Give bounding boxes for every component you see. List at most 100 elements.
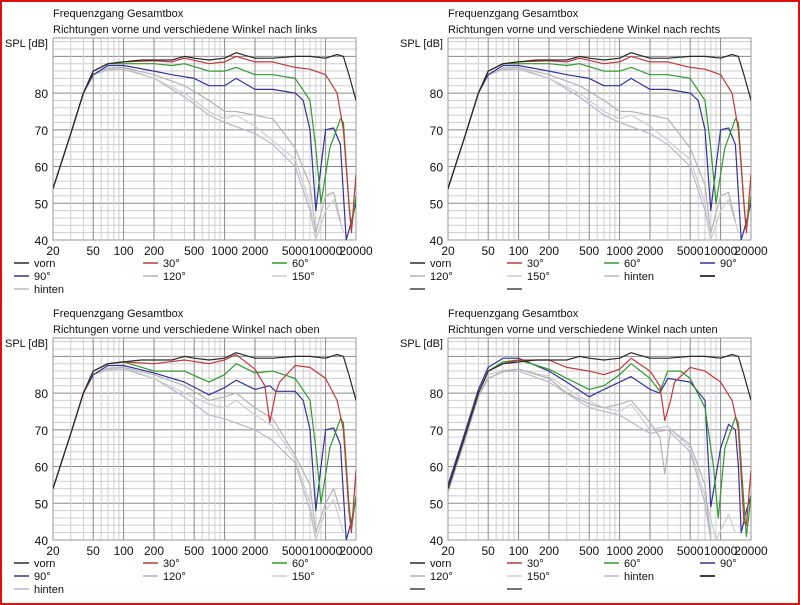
y-tick-label: 80 xyxy=(35,387,49,401)
x-tick-label: 500 xyxy=(579,244,599,258)
legend-label: 150° xyxy=(527,271,550,283)
series-line-60deg xyxy=(448,359,751,537)
x-tick-label: 500 xyxy=(579,544,599,558)
legend-item: 90° xyxy=(14,271,51,283)
y-tick-label: 40 xyxy=(35,234,49,248)
chart-subtitle: Richtungen vorne und verschiedene Winkel… xyxy=(448,324,718,336)
frequency-response-chart: Frequenzgang Gesamtbox Richtungen vorne u… xyxy=(400,0,800,302)
legend-item: 120° xyxy=(143,571,186,583)
chart-subtitle: Richtungen vorne und verschiedene Winkel… xyxy=(448,24,721,36)
legend-item: 30° xyxy=(507,258,544,270)
series-line-vorn xyxy=(448,52,751,189)
series-line-90deg xyxy=(53,64,356,240)
y-tick-label: 40 xyxy=(430,234,444,248)
x-tick-label: 1000 xyxy=(606,544,633,558)
legend-item: 120° xyxy=(410,571,453,583)
legend-item: 150° xyxy=(272,271,315,283)
y-tick-label: 50 xyxy=(430,197,444,211)
y-tick-label: 80 xyxy=(430,387,444,401)
x-tick-label: 2000 xyxy=(242,544,269,558)
y-tick-label: 70 xyxy=(35,424,49,438)
chart-title: Frequenzgang Gesamtbox xyxy=(53,308,184,320)
legend-label: 150° xyxy=(292,571,315,583)
legend-label: 60° xyxy=(292,258,309,270)
legend-label: 90° xyxy=(720,258,737,270)
legend-item: vorn xyxy=(410,258,451,270)
chart-title: Frequenzgang Gesamtbox xyxy=(53,8,184,20)
frequency-response-chart: Frequenzgang Gesamtbox Richtungen vorne u… xyxy=(400,300,800,602)
x-tick-label: 10000 xyxy=(309,244,343,258)
legend-label: 120° xyxy=(163,271,186,283)
x-tick-label: 100 xyxy=(509,544,529,558)
legend-item: 90° xyxy=(14,571,51,583)
y-tick-label: 60 xyxy=(35,461,49,475)
legend-item: 150° xyxy=(272,571,315,583)
y-tick-label: 70 xyxy=(430,124,444,138)
x-tick-label: 100 xyxy=(114,244,134,258)
legend-label: 60° xyxy=(624,258,641,270)
legend-item: 60° xyxy=(604,258,641,270)
series-line-vorn xyxy=(53,352,356,489)
y-tick-label: 40 xyxy=(430,534,444,548)
legend-label: 150° xyxy=(527,571,550,583)
legend-label: 90° xyxy=(34,571,51,583)
x-tick-label: 20 xyxy=(46,544,60,558)
y-tick-label: 50 xyxy=(35,197,49,211)
x-tick-label: 2000 xyxy=(242,244,269,258)
x-tick-label: 2000 xyxy=(637,244,664,258)
chart-title: Frequenzgang Gesamtbox xyxy=(448,8,579,20)
x-tick-label: 20 xyxy=(441,544,455,558)
legend-item: 30° xyxy=(143,558,180,570)
plot-border xyxy=(52,337,357,541)
x-tick-label: 200 xyxy=(539,544,559,558)
x-tick-label: 5000 xyxy=(677,244,704,258)
chart-svg: Frequenzgang Gesamtbox Richtungen vorne u… xyxy=(400,308,768,590)
legend-label: 30° xyxy=(163,258,180,270)
x-tick-label: 50 xyxy=(87,544,101,558)
legend-label: hinten xyxy=(34,584,64,596)
x-tick-label: 50 xyxy=(482,544,496,558)
x-tick-label: 20000 xyxy=(339,544,373,558)
legend-item: 120° xyxy=(143,271,186,283)
x-tick-label: 50 xyxy=(482,244,496,258)
chart-subtitle: Richtungen vorne und verschiedene Winkel… xyxy=(53,24,318,36)
legend-item: hinten xyxy=(14,584,64,596)
y-tick-label: 80 xyxy=(430,87,444,101)
legend-label: vorn xyxy=(34,558,55,570)
x-tick-label: 20000 xyxy=(734,544,768,558)
y-axis-label: SPL [dB] xyxy=(400,338,443,350)
chart-svg: Frequenzgang Gesamtbox Richtungen vorne u… xyxy=(5,8,373,296)
x-tick-label: 500 xyxy=(184,244,204,258)
x-tick-label: 20 xyxy=(46,244,60,258)
y-tick-label: 50 xyxy=(35,497,49,511)
series-line-90deg xyxy=(53,364,356,540)
legend-label: 90° xyxy=(720,558,737,570)
y-tick-label: 70 xyxy=(35,124,49,138)
y-axis-label: SPL [dB] xyxy=(400,38,443,50)
x-tick-label: 20000 xyxy=(339,244,373,258)
legend-item: 60° xyxy=(272,258,309,270)
legend-item: hinten xyxy=(604,571,654,583)
legend-label: 120° xyxy=(430,271,453,283)
legend-item: 60° xyxy=(272,558,309,570)
legend-item: 150° xyxy=(507,571,550,583)
y-tick-label: 40 xyxy=(35,534,49,548)
chart-title: Frequenzgang Gesamtbox xyxy=(448,308,579,320)
legend-label: 120° xyxy=(163,571,186,583)
y-tick-label: 80 xyxy=(35,87,49,101)
legend-item: hinten xyxy=(604,271,654,283)
legend-label: 60° xyxy=(292,558,309,570)
plot-border xyxy=(447,37,752,241)
legend-label: 30° xyxy=(527,558,544,570)
legend-item: vorn xyxy=(14,258,55,270)
y-tick-label: 70 xyxy=(430,424,444,438)
x-tick-label: 10000 xyxy=(309,544,343,558)
chart-subtitle: Richtungen vorne und verschiedene Winkel… xyxy=(53,324,320,336)
x-tick-label: 20000 xyxy=(734,244,768,258)
y-tick-label: 60 xyxy=(430,161,444,175)
y-axis-label: SPL [dB] xyxy=(5,38,48,50)
legend-label: 120° xyxy=(430,571,453,583)
x-tick-label: 50 xyxy=(87,244,101,258)
y-tick-label: 60 xyxy=(430,461,444,475)
